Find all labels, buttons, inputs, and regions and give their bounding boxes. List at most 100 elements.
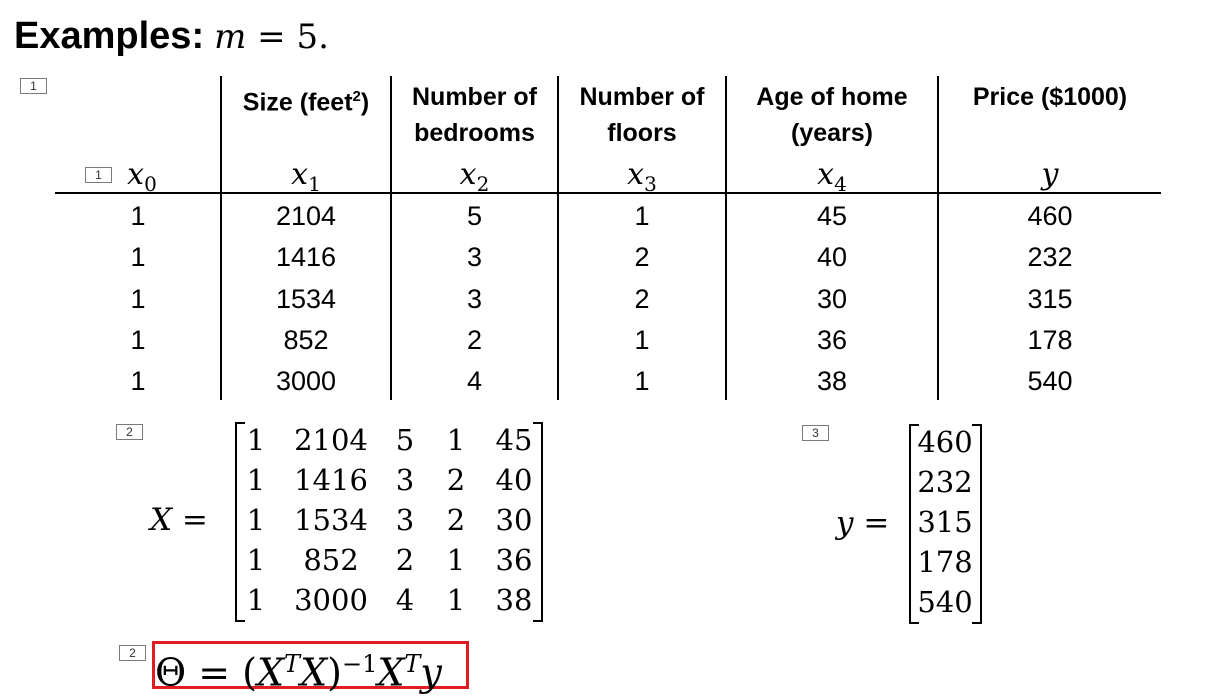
header-bedrooms-line1: Number of: [412, 83, 537, 111]
table-cell: 30: [816, 284, 848, 314]
table-cell: 45: [816, 201, 848, 231]
table-cell: 1: [130, 201, 146, 231]
vector-y-label-text: y =: [836, 505, 890, 541]
title-math: m = 5.: [214, 17, 329, 57]
var-x1: x1: [222, 157, 390, 196]
matrix-cell: 3: [395, 463, 415, 497]
formula-marker[interactable]: 2: [119, 645, 146, 661]
table-cell: 2104: [275, 201, 337, 231]
matrix-x-marker[interactable]: 2: [116, 424, 143, 440]
matrix-cell: 45: [495, 423, 533, 457]
table-cell: 3: [466, 242, 483, 272]
table-cell: 4: [466, 366, 483, 396]
table-cell: 540: [1027, 366, 1073, 396]
matrix-cell: 5: [395, 423, 415, 457]
header-age: Age of home (years): [727, 79, 937, 151]
table-cell: 5: [466, 201, 483, 231]
matrix-cell: 1: [246, 463, 266, 497]
table-cell: 36: [816, 325, 848, 355]
table-col-divider: [390, 76, 392, 400]
table-cell: 2: [634, 284, 650, 314]
formula-x3: X: [377, 650, 405, 695]
matrix-cell: 3: [395, 503, 415, 537]
matrix-x-right-bracket: [533, 422, 543, 622]
header-size-end: ): [360, 88, 370, 117]
vector-y-marker[interactable]: 3: [802, 425, 829, 441]
var-y-symbol: y: [1041, 157, 1059, 192]
var-x0-sub: 0: [144, 172, 157, 196]
table-cell: 1534: [275, 284, 337, 314]
table-cell: 460: [1027, 201, 1073, 231]
var-x4: x4: [727, 157, 937, 196]
page-title: Examples: m = 5.: [14, 10, 329, 63]
table-col-divider: [220, 76, 222, 400]
table-cell: 1: [634, 201, 650, 231]
formula-y: y: [420, 650, 442, 695]
vector-y-right-bracket: [972, 424, 982, 624]
table-cell: 3: [466, 284, 483, 314]
matrix-cell: 1: [246, 583, 266, 617]
table-cell: 178: [1027, 325, 1073, 355]
var-x4-sub: 4: [834, 172, 847, 196]
table-col-divider: [557, 76, 559, 400]
header-age-line1: Age of home: [756, 83, 908, 111]
matrix-x-left-bracket: [235, 422, 245, 622]
matrix-x-label-text: X =: [150, 502, 208, 538]
formula-t1: T: [284, 650, 301, 678]
table-header-rule: [55, 192, 1161, 194]
matrix-cell: 1: [246, 543, 266, 577]
table-col-divider: [937, 76, 939, 400]
var-x1-sub: 1: [308, 172, 321, 196]
matrix-cell: 1: [246, 423, 266, 457]
formula-theta: Θ: [155, 650, 187, 695]
matrix-cell: 1: [446, 583, 466, 617]
vector-cell: 540: [917, 585, 973, 619]
var-x3: x3: [559, 157, 725, 196]
table-cell: 1: [130, 366, 146, 396]
normal-equation-formula[interactable]: Θ = (XTX)−1XTy: [152, 641, 469, 693]
matrix-cell: 852: [303, 543, 359, 577]
vector-cell: 178: [917, 545, 973, 579]
formula-x2: X: [300, 650, 328, 695]
var-x3-symbol: x: [627, 157, 645, 192]
header-age-line2: (years): [791, 119, 873, 147]
matrix-x-label: X =: [150, 502, 208, 538]
formula-x1: X: [256, 650, 285, 695]
table-cell: 315: [1027, 284, 1073, 314]
table-cell: 3000: [275, 366, 337, 396]
header-size-sup: 2: [352, 88, 361, 105]
table-cell: 1: [130, 325, 146, 355]
header-floors-line1: Number of: [579, 83, 705, 111]
header-bedrooms: Number of bedrooms: [392, 79, 557, 151]
matrix-cell: 30: [495, 503, 533, 537]
var-x1-symbol: x: [291, 157, 309, 192]
matrix-cell: 1416: [294, 463, 368, 497]
table-cell: 232: [1027, 242, 1073, 272]
table-cell: 1416: [275, 242, 337, 272]
header-floors-line2: floors: [607, 119, 677, 147]
formula-eq: = (: [186, 650, 257, 695]
formula-t2: T: [404, 650, 421, 678]
vector-y-label: y =: [836, 505, 889, 541]
formula-close: ): [327, 650, 342, 695]
var-y: y: [939, 157, 1161, 192]
title-math-var: m: [214, 17, 247, 57]
vector-cell: 460: [917, 425, 973, 459]
header-floors: Number of floors: [559, 79, 725, 151]
x0-marker[interactable]: 1: [85, 167, 112, 183]
matrix-cell: 1: [446, 543, 466, 577]
var-x2-sub: 2: [476, 172, 490, 196]
matrix-cell: 2: [446, 503, 466, 537]
matrix-cell: 1: [246, 503, 266, 537]
matrix-cell: 36: [495, 543, 533, 577]
table-col-divider: [725, 76, 727, 400]
matrix-cell: 4: [395, 583, 415, 617]
vector-y-left-bracket: [909, 424, 919, 624]
header-bedrooms-line2: bedrooms: [414, 119, 535, 147]
table-marker[interactable]: 1: [20, 78, 47, 94]
header-size: Size (feet2): [222, 79, 390, 120]
formula-inv: −1: [341, 650, 378, 678]
matrix-cell: 2104: [294, 423, 368, 457]
matrix-cell: 2: [446, 463, 466, 497]
matrix-cell: 40: [495, 463, 533, 497]
